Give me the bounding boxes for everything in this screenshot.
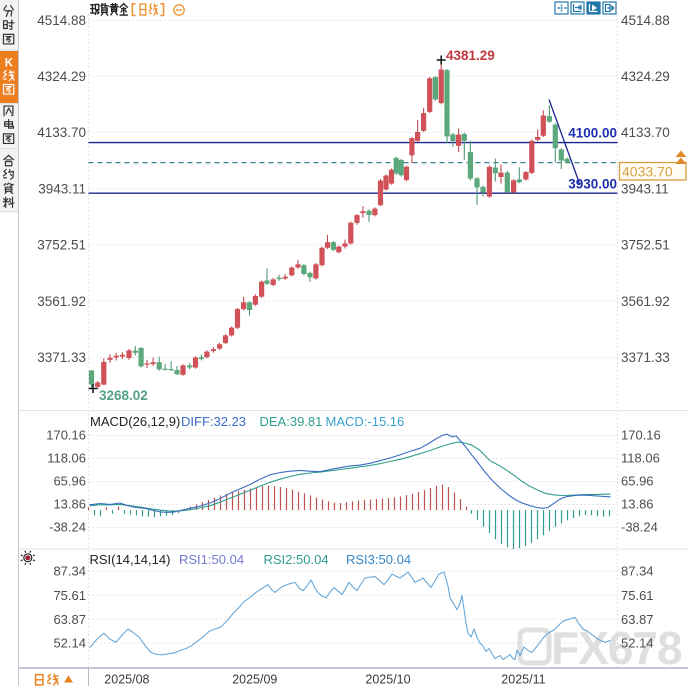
svg-text:3561.92: 3561.92 bbox=[621, 294, 670, 309]
svg-text:2025/09: 2025/09 bbox=[232, 673, 277, 686]
svg-text:DEA:39.81: DEA:39.81 bbox=[260, 414, 323, 429]
svg-text:87.34: 87.34 bbox=[621, 564, 654, 579]
svg-text:MACD(26,12,9): MACD(26,12,9) bbox=[90, 414, 180, 429]
svg-text:3268.02: 3268.02 bbox=[99, 388, 148, 403]
svg-text:118.06: 118.06 bbox=[47, 451, 86, 466]
svg-text:4100.00: 4100.00 bbox=[568, 126, 617, 141]
svg-text:170.16: 170.16 bbox=[621, 428, 661, 443]
svg-text:4324.29: 4324.29 bbox=[621, 69, 670, 84]
svg-text:K: K bbox=[5, 58, 14, 70]
svg-text:13.86: 13.86 bbox=[621, 497, 654, 512]
svg-text:75.61: 75.61 bbox=[621, 588, 654, 603]
svg-text:-38.24: -38.24 bbox=[49, 520, 86, 535]
svg-text:RSI2:50.04: RSI2:50.04 bbox=[264, 552, 329, 567]
svg-text:RSI1:50.04: RSI1:50.04 bbox=[179, 552, 244, 567]
svg-text:2025/10: 2025/10 bbox=[365, 673, 410, 686]
svg-text:3371.33: 3371.33 bbox=[37, 350, 86, 365]
svg-text:2025/11: 2025/11 bbox=[501, 673, 545, 686]
svg-text:4514.88: 4514.88 bbox=[621, 13, 670, 28]
svg-text:MACD:-15.16: MACD:-15.16 bbox=[326, 414, 405, 429]
svg-text:52.14: 52.14 bbox=[621, 636, 654, 651]
svg-text:63.87: 63.87 bbox=[621, 612, 654, 627]
svg-text:75.61: 75.61 bbox=[53, 588, 86, 603]
svg-text:63.87: 63.87 bbox=[53, 612, 86, 627]
svg-text:3752.51: 3752.51 bbox=[37, 238, 86, 253]
svg-text:3561.92: 3561.92 bbox=[37, 294, 86, 309]
svg-text:52.14: 52.14 bbox=[53, 636, 86, 651]
svg-text:3371.33: 3371.33 bbox=[621, 350, 670, 365]
svg-text:170.16: 170.16 bbox=[46, 428, 86, 443]
svg-text:RSI3:50.04: RSI3:50.04 bbox=[346, 552, 411, 567]
svg-text:2025/08: 2025/08 bbox=[104, 673, 149, 686]
svg-text:65.96: 65.96 bbox=[53, 474, 86, 489]
svg-text:4133.70: 4133.70 bbox=[37, 125, 86, 140]
svg-text:4133.70: 4133.70 bbox=[621, 125, 670, 140]
svg-text:3752.51: 3752.51 bbox=[621, 238, 670, 253]
svg-text:118.06: 118.06 bbox=[621, 451, 660, 466]
svg-text:4324.29: 4324.29 bbox=[37, 69, 86, 84]
svg-text:-38.24: -38.24 bbox=[621, 520, 658, 535]
svg-text:3943.11: 3943.11 bbox=[38, 181, 86, 196]
svg-text:4033.70: 4033.70 bbox=[622, 164, 673, 180]
svg-text:4381.29: 4381.29 bbox=[446, 48, 495, 63]
svg-text:87.34: 87.34 bbox=[53, 564, 86, 579]
svg-text:3943.11: 3943.11 bbox=[621, 181, 669, 196]
svg-text:DIFF:32.23: DIFF:32.23 bbox=[181, 414, 246, 429]
svg-text:FX678: FX678 bbox=[551, 622, 682, 674]
svg-text:RSI(14,14,14): RSI(14,14,14) bbox=[90, 552, 171, 567]
svg-text:13.86: 13.86 bbox=[53, 497, 86, 512]
svg-text:4514.88: 4514.88 bbox=[37, 13, 86, 28]
svg-text:3930.00: 3930.00 bbox=[568, 177, 617, 192]
svg-text:65.96: 65.96 bbox=[621, 474, 654, 489]
